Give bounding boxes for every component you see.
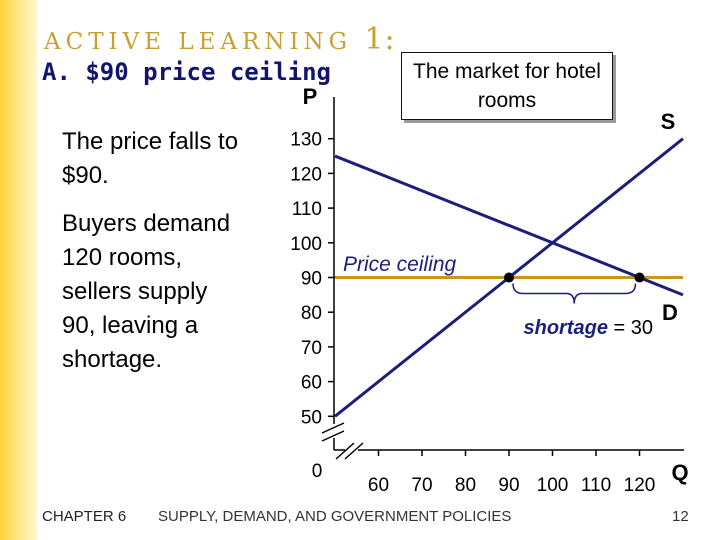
footer-title: SUPPLY, DEMAND, AND GOVERNMENT POLICIES (158, 508, 512, 525)
body-paragraph-price: The price falls to $90. (62, 128, 239, 189)
y-tick-label: 120 (290, 164, 322, 185)
x-tick-label: 80 (455, 475, 476, 496)
demand-curve (334, 154, 684, 297)
y-tick-label: 60 (301, 373, 322, 394)
x-axis-label: Q (671, 460, 688, 485)
y-axis-label: P (303, 84, 318, 109)
y-tick-label: 50 (301, 407, 322, 428)
y-axis-break (321, 422, 345, 434)
marked-point (634, 272, 645, 283)
y-tick-label: 110 (292, 199, 322, 220)
shortage-label-value: = 30 (608, 317, 653, 339)
x-tick-label: 110 (581, 475, 611, 496)
shortage-label-word: shortage (523, 317, 607, 339)
eyebrow-number: 1: (364, 22, 396, 57)
active-learning-heading: ACTIVE LEARNING 1: (44, 22, 396, 57)
price-ceiling-label: Price ceiling (343, 253, 457, 276)
y-tick-label: 70 (301, 338, 322, 359)
shortage-brace (512, 283, 637, 304)
x-tick-label: 70 (411, 475, 432, 496)
chart-title-callout: The market for hotel rooms (401, 52, 613, 120)
y-tick-label: 130 (290, 130, 322, 151)
tick-labels: 50 60 70 80 90 100 110 120 130 60 70 80 90 100 110 120 0 (290, 130, 655, 496)
chart-labels: P Q S D Price ceiling shortage = 30 (303, 84, 689, 485)
axes (321, 97, 684, 460)
left-accent-bar (0, 0, 37, 540)
slide-title: A. $90 price ceiling (42, 58, 331, 86)
page-number: 12 (672, 508, 689, 525)
origin-label: 0 (312, 461, 323, 482)
supply-label: S (661, 109, 676, 134)
demand-label: D (662, 300, 678, 325)
x-tick-label: 100 (537, 475, 569, 496)
x-axis-break (344, 442, 364, 460)
y-tick-label: 80 (301, 303, 322, 324)
eyebrow-text: ACTIVE LEARNING (44, 29, 353, 55)
y-tick-label: 90 (301, 269, 322, 290)
y-axis-break (321, 430, 345, 442)
shortage-label: shortage = 30 (523, 317, 653, 339)
footer-chapter: CHAPTER 6 (42, 508, 127, 525)
x-axis-break (335, 442, 355, 460)
x-tick-label: 60 (368, 475, 389, 496)
y-tick-label: 100 (290, 234, 322, 255)
x-tick-label: 90 (498, 475, 519, 496)
marked-point (504, 272, 514, 283)
x-tick-label: 120 (624, 475, 656, 496)
curves (334, 137, 684, 418)
body-paragraph-shortage: Buyers demand 120 rooms, sellers supply … (62, 210, 231, 373)
